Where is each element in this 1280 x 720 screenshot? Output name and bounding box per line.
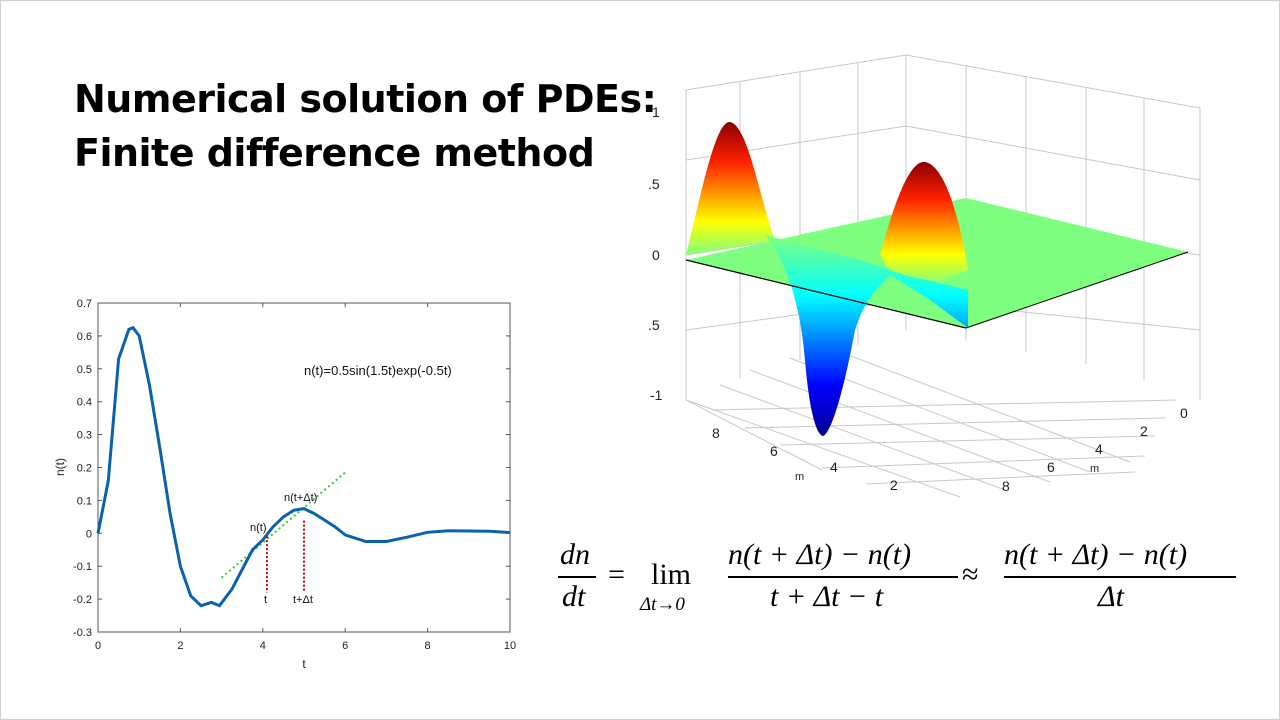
zaxis-tick: 0 [652,247,660,263]
y-tick-label: 0.4 [77,397,92,409]
annotation-nt: n(t) [250,522,267,534]
y-tick-label: -0.1 [73,561,92,573]
approx-sign: ≈ [962,558,979,591]
x-tick-label: 2 [177,640,183,652]
y-axis-ticks: -0.3 -0.2 -0.1 0 0.1 0.2 0.3 0.4 0.5 0.6 0.7 [73,298,510,639]
surface-valley [765,235,968,436]
zaxis-tick: .5 [648,317,660,333]
x-tick-label: 8 [425,640,431,652]
slide-title: Numerical solution of PDEs: Finite diffe… [74,72,657,180]
x-axis-ticks: 0 2 4 6 8 10 [95,303,516,652]
zaxis-tick: 1 [652,104,660,120]
y-tick-label: 0.7 [77,298,92,310]
title-line-2: Finite difference method [74,131,595,175]
surface-peak-left [686,121,775,255]
axis1-tick: 8 [712,425,720,441]
axis2-tick: 8 [1002,478,1010,494]
y-tick-label: 0 [86,528,92,540]
axis2-tick: 6 [1047,459,1055,475]
fraction1-bar [728,576,958,578]
limit-subscript: Δt→0 [640,594,685,615]
axis1-label: m [795,471,804,483]
axis1-tick: 6 [770,443,778,459]
y-tick-label: -0.2 [73,594,92,606]
fraction2-bar [1004,576,1236,578]
title-line-1: Numerical solution of PDEs: [74,77,657,121]
legend-text: n(t)=0.5sin(1.5t)exp(-0.5t) [304,363,452,378]
x-axis-label: t [302,657,306,671]
lhs-denominator: dt [562,580,586,613]
y-tick-label: 0.5 [77,364,92,376]
axis2-tick: 0 [1180,405,1188,421]
derivative-equation: dn dt = lim Δt→0 n(t + Δt) − n(t) t + Δt… [552,536,1252,626]
marker-t-label: t [264,594,267,606]
y-axis-label: n(t) [53,458,67,476]
zaxis-tick: -1 [650,387,663,403]
y-tick-label: 0.6 [77,331,92,343]
axis2-tick: 4 [1095,441,1103,457]
axis2-tick: 2 [1140,423,1148,439]
equals-sign: = [608,558,625,591]
y-tick-label: -0.3 [73,627,92,639]
x-tick-label: 0 [95,640,101,652]
axis2-label: m [1090,463,1099,475]
fraction2-numerator: n(t + Δt) − n(t) [1004,538,1188,571]
fraction1-numerator: n(t + Δt) − n(t) [728,538,912,571]
y-tick-label: 0.3 [77,430,92,442]
axis1-tick: 4 [830,459,838,475]
marker-tdt-label: t+Δt [293,594,313,606]
y-tick-label: 0.2 [77,463,92,475]
tangent-line [220,471,346,579]
x-tick-label: 4 [260,640,266,652]
zaxis-tick: .5 [648,176,660,192]
fraction2-denominator: Δt [1098,580,1124,613]
lhs-numerator: dn [560,538,590,571]
x-tick-label: 10 [504,640,516,652]
annotation-ntdt: n(t+Δt) [284,492,317,504]
y-tick-label: 0.1 [77,495,92,507]
series-line [96,325,511,608]
surface-peak-right [880,161,968,285]
limit-operator: lim [651,558,692,591]
lhs-fraction-bar [558,576,596,578]
axis1-tick: 2 [890,477,898,493]
plot-frame [97,302,511,633]
fraction1-denominator: t + Δt − t [770,580,884,613]
x-tick-label: 6 [342,640,348,652]
